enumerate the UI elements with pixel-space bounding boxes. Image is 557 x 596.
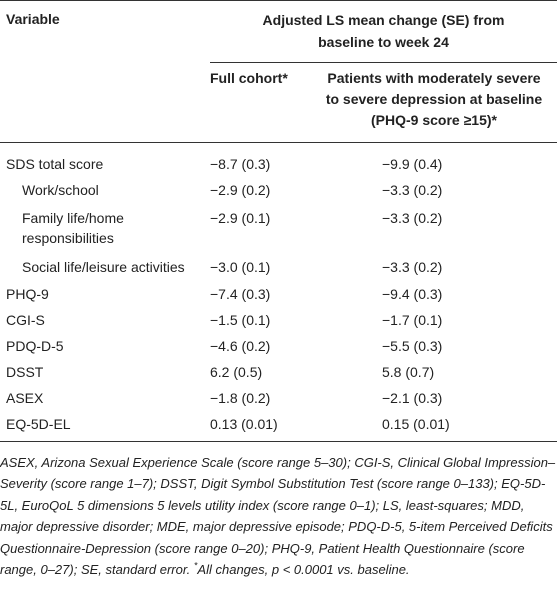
row-full: −1.8 (0.2) [210, 390, 271, 406]
header-group-title-line2: baseline to week 24 [318, 34, 449, 50]
row-severe: −3.3 (0.2) [382, 259, 443, 275]
row-label: ASEX [6, 390, 44, 406]
top-rule [0, 0, 557, 1]
row-label: Work/school [22, 182, 99, 198]
footnote-tail: All changes, p < 0.0001 vs. baseline. [197, 562, 410, 578]
row-severe: 5.8 (0.7) [382, 364, 435, 380]
row-label: SDS total score [6, 156, 104, 172]
header-rule [0, 142, 557, 143]
row-full: −8.7 (0.3) [210, 156, 271, 172]
row-label: PHQ-9 [6, 286, 49, 302]
group-rule [210, 62, 557, 63]
row-severe: −5.5 (0.3) [382, 338, 443, 354]
row-full: 0.13 (0.01) [210, 416, 278, 432]
footnote-text: ASEX, Arizona Sexual Experience Scale (s… [0, 455, 556, 578]
row-full: −2.9 (0.2) [210, 182, 271, 198]
row-label: PDQ-D-5 [6, 338, 64, 354]
row-full: −2.9 (0.1) [210, 210, 271, 226]
row-severe: −9.9 (0.4) [382, 156, 443, 172]
header-severe: Patients with moderately severe to sever… [320, 68, 548, 131]
row-severe: −3.3 (0.2) [382, 182, 443, 198]
header-variable: Variable [6, 11, 60, 27]
row-label: DSST [6, 364, 44, 380]
row-severe: −1.7 (0.1) [382, 312, 443, 328]
row-severe: −2.1 (0.3) [382, 390, 443, 406]
row-severe: −3.3 (0.2) [382, 210, 443, 226]
header-severe-line3: (PHQ-9 score ≥15)* [371, 112, 497, 128]
footnote-star: * [193, 560, 198, 571]
header-group-title-line1: Adjusted LS mean change (SE) from [262, 12, 505, 28]
row-label: Family life/home [22, 210, 124, 226]
header-group-title: Adjusted LS mean change (SE) from baseli… [210, 9, 557, 53]
row-severe: −9.4 (0.3) [382, 286, 443, 302]
header-full-cohort-label: Full cohort* [210, 70, 288, 86]
row-full: −1.5 (0.1) [210, 312, 271, 328]
row-full: −7.4 (0.3) [210, 286, 271, 302]
row-full: −3.0 (0.1) [210, 259, 271, 275]
row-label: CGI-S [6, 312, 45, 328]
bottom-rule [0, 441, 557, 442]
row-label: EQ-5D-EL [6, 416, 71, 432]
table-footnote: ASEX, Arizona Sexual Experience Scale (s… [0, 452, 557, 580]
header-severe-line1: Patients with moderately severe [327, 70, 541, 86]
header-severe-line2: to severe depression at baseline [325, 91, 543, 107]
header-full-cohort: Full cohort* [210, 68, 288, 89]
row-label: Social life/leisure activities [22, 259, 185, 275]
row-severe: 0.15 (0.01) [382, 416, 450, 432]
row-label-line2: responsibilities [22, 230, 114, 246]
row-full: 6.2 (0.5) [210, 364, 263, 380]
row-full: −4.6 (0.2) [210, 338, 271, 354]
